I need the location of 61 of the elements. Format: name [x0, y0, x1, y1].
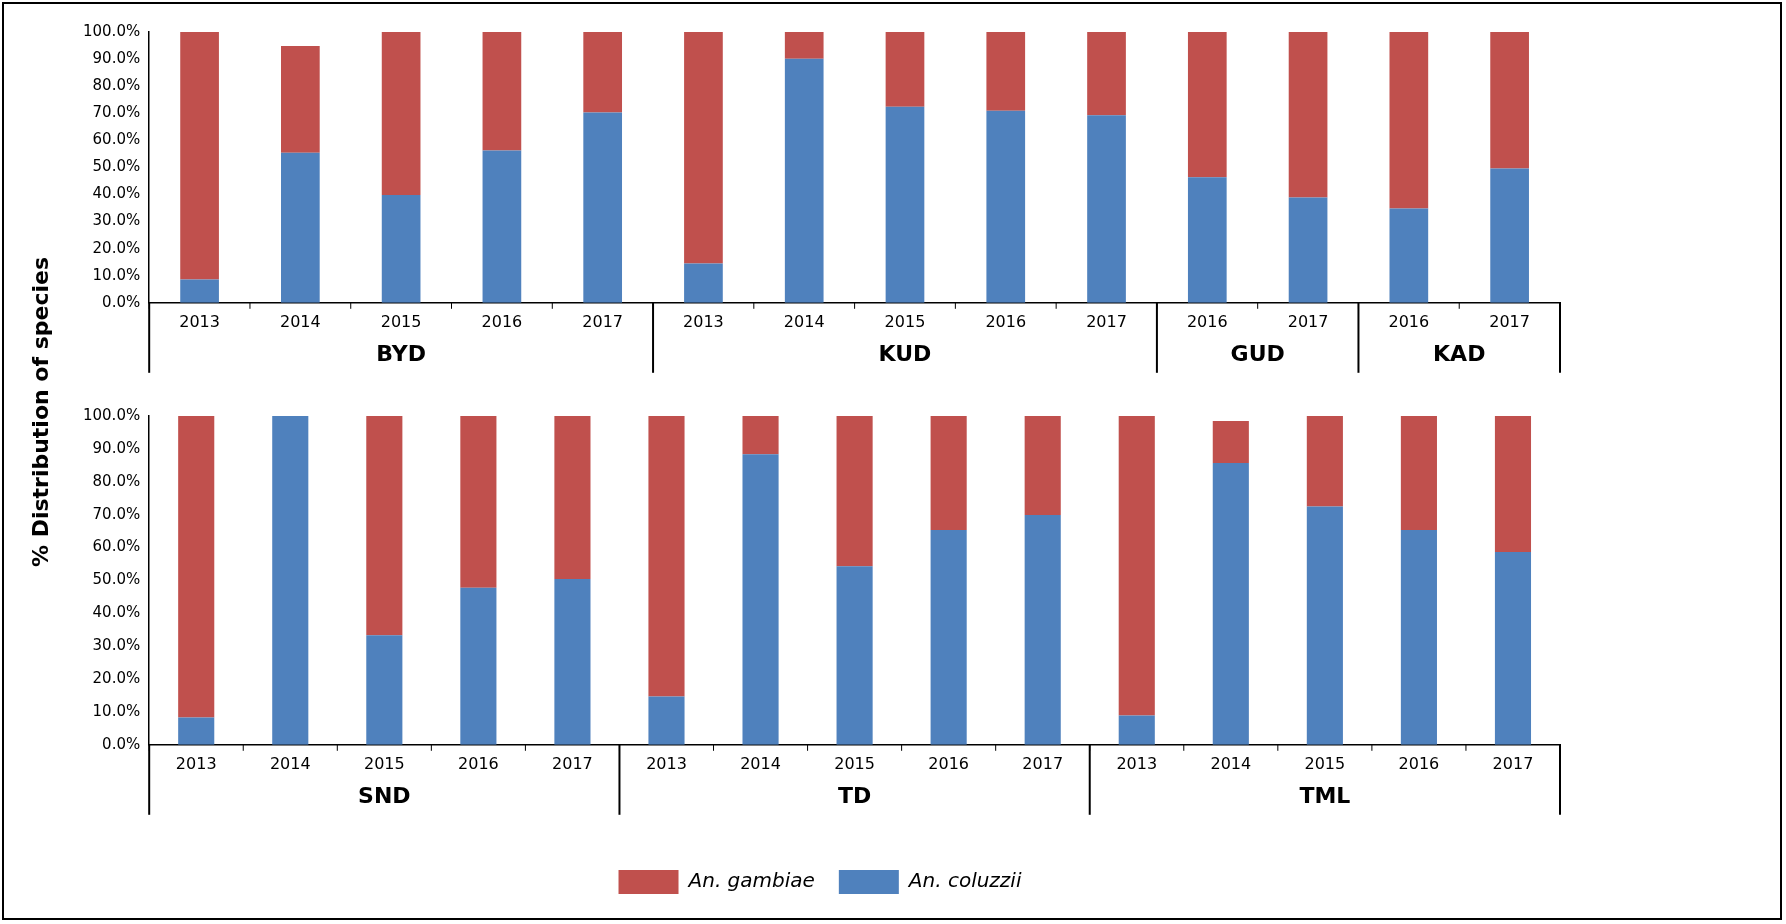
text: TML — [1299, 782, 1351, 808]
y-tick-label: 30.0% — [92, 636, 141, 655]
x-tick-label: 2016 — [1388, 311, 1430, 331]
x-tick-label: 2013 — [1116, 753, 1158, 773]
x-tick-label: 2016 — [1398, 753, 1440, 773]
y-tick-label: 0.0% — [102, 734, 141, 753]
x-tick-label: 2016 — [1186, 311, 1228, 331]
y-tick-label: 40.0% — [92, 603, 141, 622]
x-tick-label: 2014 — [279, 311, 321, 331]
y-tick-label: 80.0% — [92, 76, 141, 95]
x-tick-label: 2017 — [1492, 753, 1534, 773]
y-tick-label: 100.0% — [82, 21, 141, 40]
y-tick-label: 50.0% — [92, 157, 141, 176]
y-tick-label: 60.0% — [92, 537, 141, 556]
y-tick-label: 70.0% — [92, 504, 141, 523]
text: GUD — [1230, 340, 1285, 366]
legend-label: An. gambiae — [686, 868, 815, 893]
y-tick-label: 50.0% — [92, 570, 141, 589]
legend-label: An. coluzzii — [906, 868, 1022, 893]
y-tick-label: 10.0% — [92, 701, 141, 720]
x-tick-label: 2014 — [740, 753, 781, 773]
x-tick-label: 2015 — [363, 753, 405, 773]
x-tick-label: 2014 — [269, 753, 311, 773]
y-tick-label: 40.0% — [92, 184, 141, 203]
x-tick-label: 2013 — [175, 753, 217, 773]
x-tick-label: 2015 — [884, 311, 926, 331]
y-tick-label: 90.0% — [92, 438, 141, 457]
x-tick-label: 2016 — [985, 311, 1027, 331]
y-axis-title: % Distribution of species — [27, 256, 53, 568]
x-tick-label: 2017 — [1287, 311, 1329, 331]
x-tick-label: 2015 — [380, 311, 422, 331]
x-tick-label: 2013 — [683, 311, 724, 331]
x-tick-label: 2017 — [582, 311, 624, 331]
x-tick-label: 2014 — [783, 311, 825, 331]
y-tick-label: 10.0% — [92, 265, 141, 284]
x-tick-label: 2016 — [928, 753, 970, 773]
text: SND — [358, 782, 411, 808]
x-tick-label: 2013 — [646, 753, 687, 773]
x-tick-label: 2016 — [458, 753, 499, 773]
x-tick-label: 2016 — [481, 311, 523, 331]
x-tick-label: 2014 — [1210, 753, 1252, 773]
y-tick-label: 20.0% — [92, 238, 141, 257]
x-tick-label: 2013 — [179, 311, 220, 331]
y-tick-label: 70.0% — [92, 103, 141, 122]
y-tick-label: 90.0% — [92, 48, 141, 67]
x-tick-label: 2017 — [1086, 311, 1127, 331]
y-tick-label: 100.0% — [82, 405, 141, 424]
x-tick-label: 2017 — [1489, 311, 1530, 331]
y-tick-label: 60.0% — [92, 130, 141, 149]
y-tick-label: 30.0% — [92, 211, 141, 230]
x-tick-label: 2017 — [552, 753, 593, 773]
text: BYD — [376, 340, 427, 366]
x-tick-label: 2017 — [1022, 753, 1064, 773]
text: TD — [837, 782, 872, 808]
x-tick-label: 2015 — [834, 753, 875, 773]
x-tick-label: 2015 — [1304, 753, 1346, 773]
y-tick-label: 80.0% — [92, 471, 141, 490]
y-tick-label: 0.0% — [102, 292, 141, 311]
y-tick-label: 20.0% — [92, 668, 141, 687]
text: KAD — [1433, 340, 1486, 366]
text: KUD — [878, 340, 932, 366]
